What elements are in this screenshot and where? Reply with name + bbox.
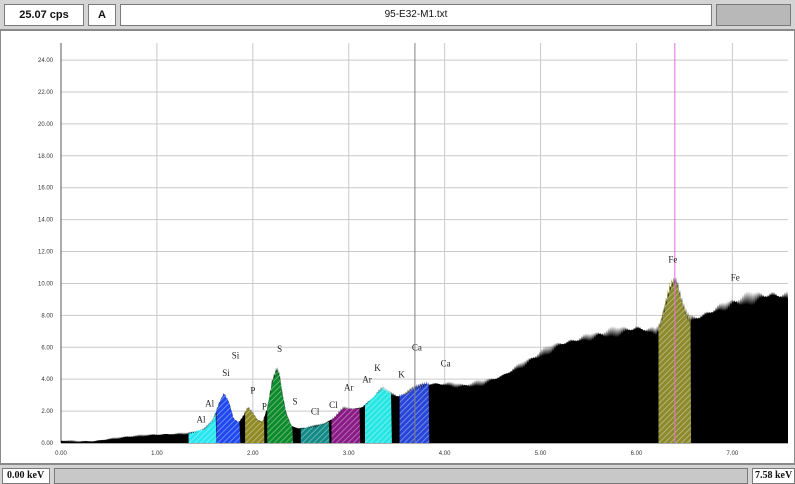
spectrum-label[interactable]: A (88, 4, 116, 26)
y-tick-label-3: 6.00 (41, 345, 53, 351)
roi-k-region (365, 387, 392, 443)
x-tick-label-5: 5.00 (535, 451, 547, 457)
y-tick-label-5: 10.00 (38, 281, 54, 287)
y-tick-label-6: 12.00 (38, 250, 54, 256)
element-label-s-6: S (277, 344, 282, 354)
y-tick-label-0: 0.00 (41, 441, 53, 447)
y-tick-label-1: 2.00 (41, 409, 53, 415)
y-tick-label-10: 20.00 (38, 122, 54, 128)
y-tick-label-2: 4.00 (41, 377, 53, 383)
spectrum-chart[interactable]: 0.00 1.00 2.00 3.00 4.00 5.00 6.00 7.00 0.00 2.00… (1, 31, 795, 465)
roi-cl-region (300, 421, 330, 443)
y-tick-label-11: 22.00 (38, 90, 54, 96)
element-label-cl-8: Cl (311, 406, 320, 416)
x-tick-label-7: 7.00 (727, 451, 739, 457)
count-rate-readout: 25.07 cps (4, 4, 84, 26)
element-label-cl-9: Cl (329, 400, 338, 410)
roi-ar-region (331, 407, 361, 443)
x-tick-label-4: 4.00 (439, 451, 451, 457)
element-label-ar-11: Ar (362, 374, 372, 384)
element-label-si-3: Si (232, 350, 240, 360)
element-label-al-0: Al (197, 414, 206, 424)
energy-scroll-track[interactable] (54, 468, 748, 484)
x-tick-label-6: 6.00 (631, 451, 643, 457)
element-label-k-13: K (398, 370, 405, 380)
roi-si-region (216, 393, 241, 443)
roi-al-region (188, 410, 217, 443)
spectrum-plot[interactable]: 0.00 1.00 2.00 3.00 4.00 5.00 6.00 7.00 0.00 2.00… (0, 30, 795, 464)
y-tick-label-7: 14.00 (38, 218, 54, 224)
roi-p-region (245, 408, 265, 443)
element-label-al-1: Al (205, 398, 214, 408)
element-label-p-4: P (250, 386, 255, 396)
roi-s-region (267, 366, 294, 443)
x-tick-label-0: 0.00 (55, 451, 67, 457)
element-label-ca-14: Ca (412, 342, 422, 352)
toolbar-blank-cell (716, 4, 791, 26)
element-label-ar-10: Ar (344, 382, 354, 392)
element-label-s-7: S (293, 397, 298, 407)
element-label-si-2: Si (222, 368, 230, 378)
spectrum-background-area (61, 277, 788, 443)
element-label-ca-15: Ca (441, 358, 451, 368)
element-label-k-12: K (374, 363, 381, 373)
element-label-p-5: P (262, 401, 267, 411)
spectrum-filename: 95-E32-M1.txt (120, 4, 712, 26)
y-tick-label-4: 8.00 (41, 313, 53, 319)
energy-range-bar: 0.00 keV 7.58 keV (0, 464, 795, 484)
y-tick-label-8: 16.00 (38, 186, 54, 192)
x-tick-label-2: 2.00 (247, 451, 259, 457)
status-toolbar: 25.07 cps A 95-E32-M1.txt (0, 0, 795, 30)
start-energy-readout: 0.00 keV (2, 468, 50, 484)
y-tick-label-9: 18.00 (38, 154, 54, 160)
x-tick-label-1: 1.00 (151, 451, 163, 457)
y-tick-label-12: 24.00 (38, 58, 54, 64)
element-label-fe-16: Fe (668, 255, 677, 265)
element-label-fe-17: Fe (731, 272, 740, 282)
end-energy-readout: 7.58 keV (752, 468, 795, 484)
x-tick-label-3: 3.00 (343, 451, 355, 457)
